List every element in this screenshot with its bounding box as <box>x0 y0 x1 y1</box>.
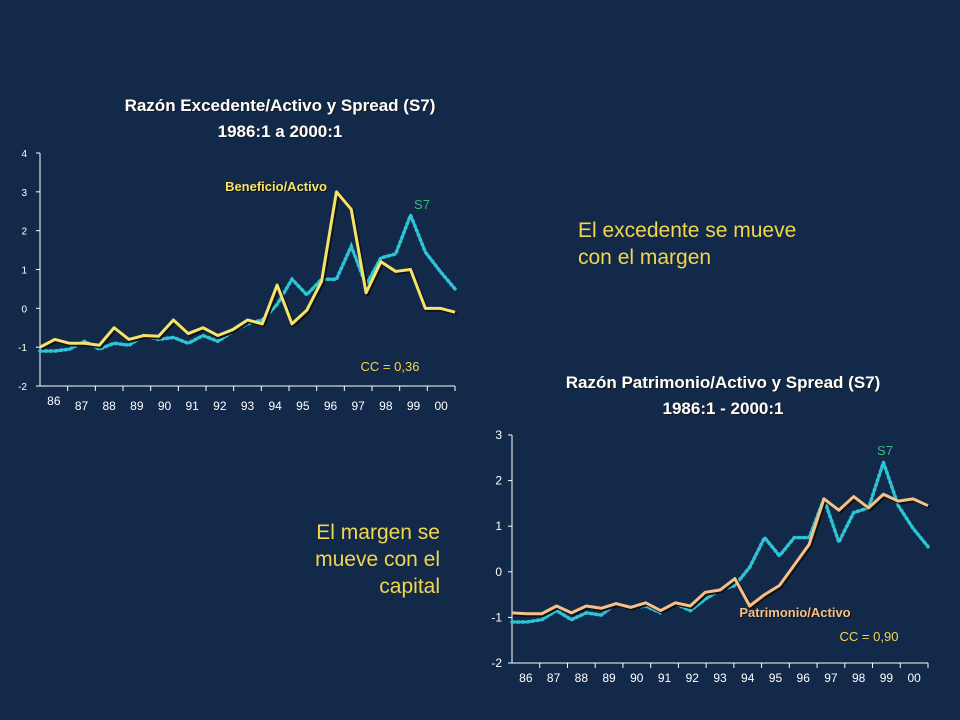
cc-label: CC = 0,90 <box>840 629 899 644</box>
x-tick-label: 00 <box>434 399 448 413</box>
x-tick-label: 91 <box>185 399 199 413</box>
y-tick-label: 4 <box>21 149 27 160</box>
ratio-label: Patrimonio/Activo <box>739 605 850 620</box>
y-tick-label: 3 <box>495 428 502 442</box>
chart1-title: Razón Excedente/Activo y Spread (S7) <box>125 96 436 115</box>
series-line-spread <box>38 210 457 353</box>
chart1-title-shadow: Razón Excedente/Activo y Spread (S7) <box>126 97 437 116</box>
x-tick-label: 91 <box>658 671 672 685</box>
y-tick-label: 3 <box>21 188 27 199</box>
x-tick-label: 93 <box>241 399 255 413</box>
chart2-subtitle-shadow: 1986:1 - 2000:1 <box>664 400 785 419</box>
y-tick-label: -1 <box>18 343 27 354</box>
x-tick-label: 87 <box>75 399 89 413</box>
x-tick-label: 90 <box>158 399 172 413</box>
x-tick-label: 95 <box>769 671 783 685</box>
chart1-subtitle-shadow: 1986:1 a 2000:1 <box>219 123 344 142</box>
x-tick-label: 96 <box>797 671 811 685</box>
x-tick-label: 00 <box>907 671 921 685</box>
caption-left-bottom-line2: mueve con el <box>315 548 440 571</box>
x-tick-label: 88 <box>575 671 589 685</box>
x-tick-label: 88 <box>102 399 116 413</box>
x-tick-label: 94 <box>268 399 282 413</box>
chart2-title: Razón Patrimonio/Activo y Spread (S7) <box>566 373 881 392</box>
y-tick-label: 0 <box>21 304 27 315</box>
spread-label: S7 <box>877 443 893 458</box>
y-tick-label: -1 <box>491 610 502 624</box>
chart1-subtitle: 1986:1 a 2000:1 <box>218 122 343 141</box>
x-tick-label: 98 <box>379 399 393 413</box>
chart2-subtitle: 1986:1 - 2000:1 <box>663 399 784 418</box>
x-tick-label: 86 <box>519 671 533 685</box>
x-tick-label: 99 <box>407 399 421 413</box>
x-tick-label: 99 <box>880 671 894 685</box>
y-tick-label: 0 <box>495 565 502 579</box>
series-line-ratio <box>39 190 456 349</box>
x-tick-label: 98 <box>852 671 866 685</box>
x-tick-label: 97 <box>351 399 365 413</box>
ratio-label-shadow: Patrimonio/Activo <box>740 606 851 621</box>
x-tick-label: 95 <box>296 399 310 413</box>
x-tick-label: 92 <box>213 399 227 413</box>
caption-left-bottom: El margen se mueve con el capital <box>290 519 440 600</box>
caption-right-top-line1: El excedente se mueve <box>578 219 797 242</box>
ratio-label-shadow: Beneficio/Activo <box>226 180 328 195</box>
x-tick-label: 89 <box>130 399 144 413</box>
x-tick-label: 94 <box>741 671 755 685</box>
x-tick-label: 97 <box>824 671 838 685</box>
x-tick-label: 90 <box>630 671 644 685</box>
cc-label: CC = 0,36 <box>361 359 420 374</box>
caption-right-top: El excedente se mueve con el margen <box>578 217 796 271</box>
chart2-plot: 3 2 1 0 -1 -2 86 87 88 89 90 91 92 93 94 95 96 97 98 99 00 Pa… <box>491 428 931 685</box>
caption-left-bottom-line1: El margen se <box>316 521 440 544</box>
spread-label: S7 <box>414 197 430 212</box>
x-tick-label: 89 <box>602 671 616 685</box>
x-tick-label: 96 <box>324 399 338 413</box>
x-tick-label: 92 <box>686 671 700 685</box>
chart1-plot: 4 3 2 1 0 -1 -2 86 87 88 89 90 91 92 93 94 95 96 97 98 99 00 B… <box>18 149 457 413</box>
x-tick-label: 87 <box>547 671 561 685</box>
series-line-spread <box>510 456 930 624</box>
y-tick-label: -2 <box>18 382 27 393</box>
chart2-title-shadow: Razón Patrimonio/Activo y Spread (S7) <box>567 374 882 393</box>
y-tick-label: 1 <box>21 266 27 277</box>
caption-right-top-line2: con el margen <box>578 246 712 269</box>
caption-left-bottom-line3: capital <box>379 575 440 598</box>
series-line-ratio-shadow <box>513 494 931 618</box>
x-tick-label: 86 <box>47 394 61 408</box>
x-tick-label: 93 <box>713 671 727 685</box>
ratio-label: Beneficio/Activo <box>225 179 327 194</box>
series-line-ratio <box>511 492 929 616</box>
y-tick-label: 2 <box>21 227 27 238</box>
y-tick-label: -2 <box>491 656 502 670</box>
y-tick-label: 2 <box>495 474 502 488</box>
y-tick-label: 1 <box>495 519 502 533</box>
